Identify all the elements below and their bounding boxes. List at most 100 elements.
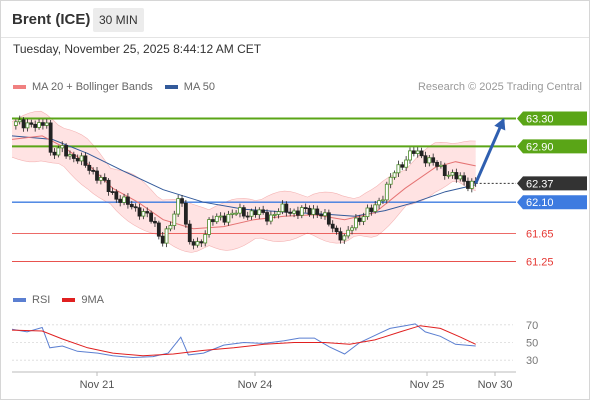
candle xyxy=(419,147,424,159)
candle xyxy=(261,205,266,215)
candle xyxy=(357,214,362,226)
candle-body xyxy=(435,161,439,167)
candle xyxy=(180,194,184,207)
bollinger-lower xyxy=(11,156,476,253)
candle-body xyxy=(238,207,242,214)
candle-body xyxy=(303,207,308,209)
candle-body xyxy=(44,122,49,126)
level-text: 62.37 xyxy=(526,178,554,190)
candle xyxy=(292,208,296,218)
candle xyxy=(427,155,432,167)
candle xyxy=(160,232,165,247)
candle xyxy=(207,217,211,238)
candle-body xyxy=(75,158,80,162)
candle xyxy=(284,201,289,217)
rsi-line xyxy=(11,323,476,359)
chart-header: Brent (ICE) 30 MIN xyxy=(1,1,589,37)
candle-body xyxy=(257,209,262,216)
candle xyxy=(350,225,354,235)
candle-body xyxy=(292,210,296,214)
candle-body xyxy=(361,216,366,222)
candle-body xyxy=(68,154,72,157)
candle-body xyxy=(234,212,239,215)
candle-body xyxy=(183,202,188,225)
candle-body xyxy=(156,222,161,237)
candle-body xyxy=(284,203,289,213)
candle xyxy=(431,153,436,166)
candle xyxy=(315,205,320,218)
candle-body xyxy=(357,217,362,222)
research-credit: Research © 2025 Trading Central xyxy=(417,81,582,93)
candle-body xyxy=(415,150,420,154)
candle-body xyxy=(377,200,381,206)
candle-body xyxy=(299,207,304,216)
level-tag xyxy=(517,139,587,154)
candle xyxy=(408,147,412,164)
candle xyxy=(41,119,45,130)
candle-body xyxy=(427,157,432,164)
candle-body xyxy=(164,228,169,244)
candle xyxy=(145,207,150,218)
candle-body xyxy=(153,220,157,224)
candle xyxy=(257,207,262,219)
candle-body xyxy=(408,150,412,161)
candle xyxy=(241,205,246,219)
candle-body xyxy=(411,150,416,154)
candle xyxy=(129,200,134,210)
level-tag xyxy=(517,195,587,210)
candle-body xyxy=(118,198,123,203)
rsi-tick-label: 70 xyxy=(526,320,538,332)
candle-body xyxy=(450,172,455,176)
candle xyxy=(326,209,331,227)
candle xyxy=(307,205,312,217)
candle-body xyxy=(17,119,22,123)
candle-body xyxy=(214,215,219,223)
candle xyxy=(75,154,80,164)
candle-body xyxy=(442,164,447,177)
candle-body xyxy=(83,155,88,166)
candle xyxy=(106,178,111,196)
candle xyxy=(48,120,53,156)
candle-body xyxy=(268,214,273,222)
candle-body xyxy=(381,199,385,202)
candle xyxy=(334,225,339,235)
candle xyxy=(52,148,57,159)
candle xyxy=(296,206,300,220)
candle-body xyxy=(133,206,138,209)
candle-body xyxy=(423,155,428,164)
candle xyxy=(176,194,181,217)
candle xyxy=(98,174,103,185)
candle-body xyxy=(373,204,378,212)
candle-body xyxy=(48,122,53,153)
candle-body xyxy=(41,122,45,126)
candle xyxy=(388,173,393,189)
timeframe-button[interactable]: 30 MIN xyxy=(93,8,144,32)
rsi-tick-label: 50 xyxy=(526,338,538,350)
candle-body xyxy=(64,145,68,157)
candle xyxy=(469,178,474,193)
candle xyxy=(156,220,161,240)
candle-body xyxy=(369,207,374,212)
x-tick-label: Nov 30 xyxy=(478,379,513,391)
bollinger-band xyxy=(12,111,476,253)
candle-body xyxy=(241,207,246,217)
rsi-9ma-line xyxy=(11,325,476,357)
candle-body xyxy=(141,211,146,217)
candle xyxy=(462,172,466,186)
candle xyxy=(153,217,157,228)
candle-body xyxy=(13,121,18,126)
candle-body xyxy=(272,214,277,216)
legend-item-rsi: RSI xyxy=(13,294,50,306)
candle xyxy=(56,145,61,158)
candle xyxy=(439,161,443,169)
candle-body xyxy=(334,227,339,233)
candle-body xyxy=(346,229,351,237)
candle xyxy=(33,120,38,132)
candle xyxy=(218,212,223,221)
candle xyxy=(91,167,96,175)
candle-body xyxy=(60,145,65,149)
candle xyxy=(149,210,154,224)
candle xyxy=(13,119,18,130)
candle-body xyxy=(261,209,266,213)
